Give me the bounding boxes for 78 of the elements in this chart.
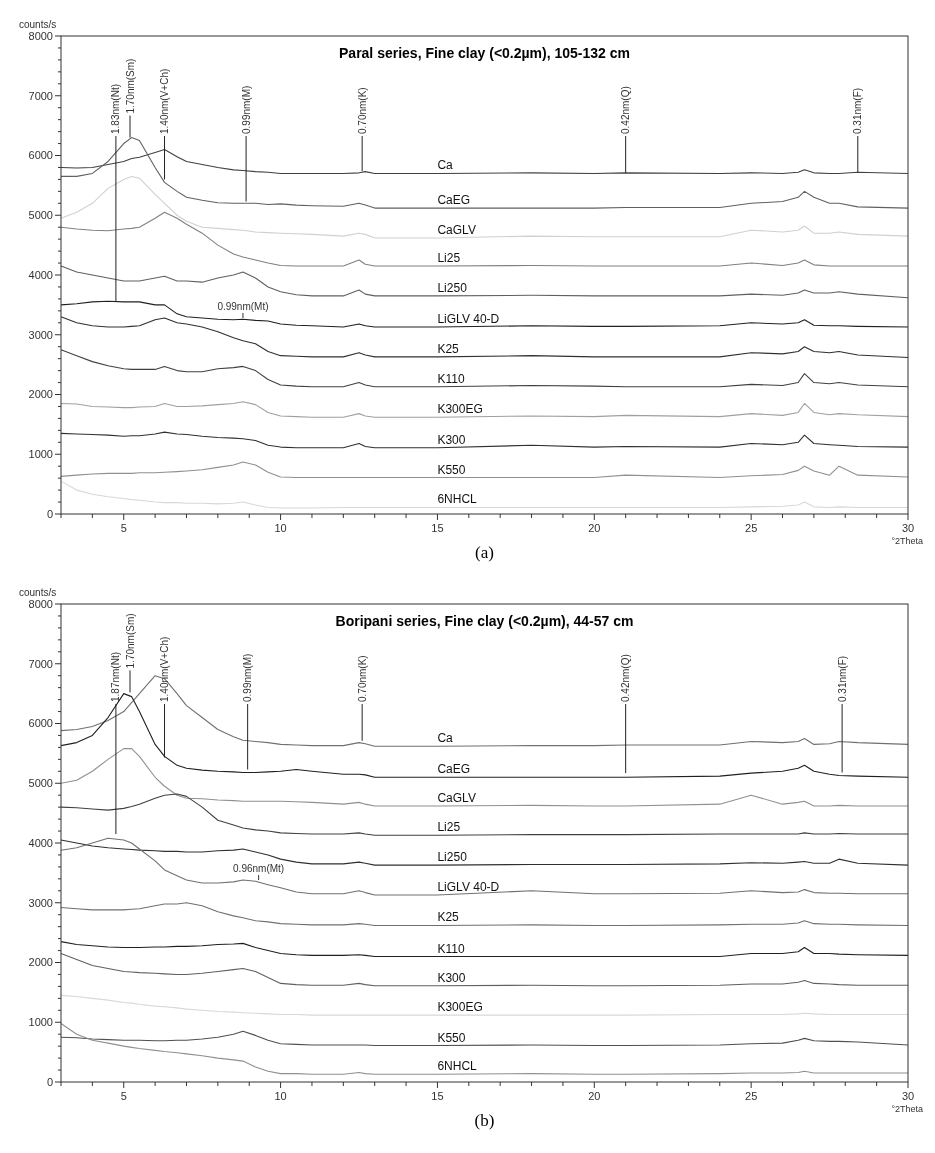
annotation: 1.40nm(V+Ch) — [159, 636, 171, 702]
series-label: K300 — [437, 432, 466, 447]
y-tick-label: 8000 — [28, 29, 53, 42]
series-label: K300EG — [437, 402, 483, 417]
annotation: 0.99nm(M) — [242, 653, 254, 702]
series-label: 6NHCL — [437, 1059, 478, 1074]
series-label: K110 — [437, 371, 465, 386]
x-tick-label: 30 — [901, 522, 915, 534]
y-tick-label: 3000 — [28, 896, 53, 909]
x-tick-label: 10 — [274, 1090, 287, 1102]
y-tick-label: 2000 — [28, 388, 53, 401]
annotation: 0.96nm(Mt) — [233, 863, 285, 875]
x-tick-label: 15 — [431, 522, 444, 534]
y-tick-label: 6000 — [28, 717, 53, 730]
x-tick-label: 10 — [274, 522, 287, 534]
series-label: CaEG — [437, 193, 471, 208]
x-tick-label: 20 — [588, 522, 601, 534]
annotation: 1.87nm(Nt) — [110, 651, 122, 702]
series-label: CaGLV — [437, 222, 476, 237]
series-label: K25 — [437, 910, 460, 925]
series-label: CaGLV — [437, 790, 476, 805]
y-tick-label: 1000 — [28, 448, 53, 461]
series-label: Ca — [437, 731, 454, 746]
y-tick-label: 8000 — [28, 597, 53, 610]
x-tick-label: 20 — [588, 1090, 601, 1102]
y-axis-title: counts/s — [19, 19, 57, 30]
series-label: CaEG — [437, 762, 471, 777]
x-axis-title: °2Theta — [891, 1104, 923, 1114]
series-label: Li250 — [437, 280, 468, 295]
y-tick-label: 7000 — [28, 89, 53, 102]
series-label: Ca — [437, 158, 454, 173]
text: Boripani series, Fine clay (<0.2µm), 44-57 cm — [335, 613, 634, 629]
x-tick-label: 30 — [901, 1090, 915, 1102]
text: Paral series, Fine clay (<0.2µm), 105-132 cm — [339, 45, 630, 61]
series-label: K550 — [437, 1030, 466, 1045]
annotation: 1.40nm(V+Ch) — [159, 68, 171, 134]
annotation: 1.70nm(Sm) — [124, 58, 136, 114]
series-label: LiGLV 40-D — [437, 311, 500, 326]
y-tick-label: 4000 — [28, 836, 53, 849]
annotation: 1.83nm(Nt) — [110, 83, 122, 134]
series-label: K550 — [437, 462, 466, 477]
x-axis-title: °2Theta — [891, 536, 923, 546]
series-label: Li250 — [437, 850, 468, 865]
annotation: 0.99nm(Mt) — [217, 301, 269, 313]
annotation: 0.42nm(Q) — [620, 654, 632, 702]
y-axis-title: counts/s — [19, 587, 57, 598]
y-tick-label: 1000 — [28, 1016, 53, 1029]
x-tick-label: 25 — [745, 1090, 758, 1102]
annotation: 0.99nm(M) — [240, 85, 252, 134]
annotation: 0.70nm(K) — [356, 87, 368, 134]
series-label: Li25 — [437, 820, 461, 835]
annotation: 0.42nm(Q) — [620, 86, 632, 134]
annotation: 0.31nm(F) — [852, 87, 864, 134]
y-tick-label: 6000 — [28, 149, 53, 162]
y-tick-label: 2000 — [28, 956, 53, 969]
x-tick-label: 15 — [431, 1090, 444, 1102]
y-tick-label: 4000 — [28, 268, 53, 281]
annotation: 1.70nm(Sm) — [124, 613, 136, 669]
y-tick-label: 7000 — [28, 657, 53, 670]
series-label: LiGLV 40-D — [437, 879, 500, 894]
y-tick-label: 0 — [46, 507, 53, 520]
text: (b) — [474, 1111, 495, 1130]
x-tick-label: 5 — [120, 522, 127, 534]
text: (a) — [475, 543, 494, 562]
series-label: 6NHCL — [437, 492, 478, 507]
x-tick-label: 5 — [120, 1090, 127, 1102]
series-label: K110 — [437, 941, 465, 956]
y-tick-label: 0 — [46, 1075, 53, 1088]
annotation: 0.31nm(F) — [836, 655, 848, 702]
y-tick-label: 5000 — [28, 777, 53, 790]
y-tick-label: 3000 — [28, 328, 53, 341]
annotation: 0.70nm(K) — [356, 655, 368, 702]
series-label: K300 — [437, 970, 466, 985]
y-tick-label: 5000 — [28, 209, 53, 222]
series-label: K300EG — [437, 1000, 483, 1015]
x-tick-label: 25 — [745, 522, 758, 534]
series-label: K25 — [437, 341, 460, 356]
series-label: Li25 — [437, 251, 461, 266]
